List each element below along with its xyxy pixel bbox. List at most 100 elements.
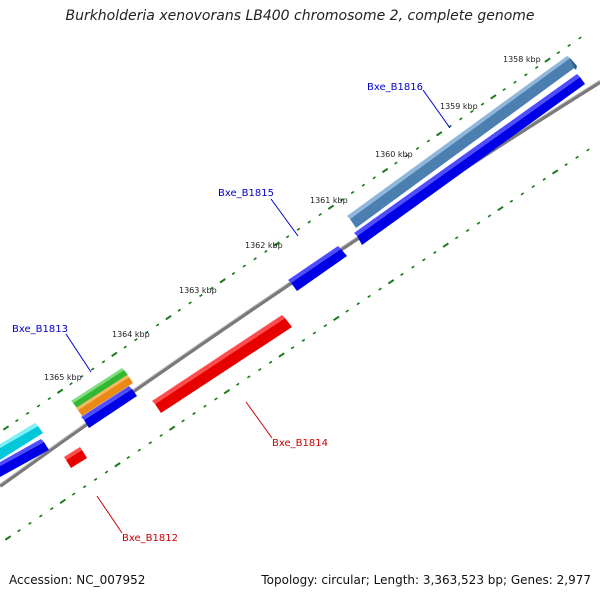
inner-tick-31 — [345, 309, 350, 313]
inner-tick-43 — [476, 221, 481, 225]
leader-bxe-b1812 — [96, 495, 123, 534]
outer-tick-18 — [199, 293, 203, 298]
leader-bxe-b1815 — [270, 198, 299, 237]
inner-tick-17 — [192, 412, 196, 416]
inner-tick-30 — [333, 315, 340, 322]
map-title: Burkholderia xenovorans LB400 chromosome… — [65, 8, 535, 24]
outer-tick-23 — [253, 257, 257, 261]
outer-tick-31 — [339, 198, 344, 202]
accession-text: Accession: NC_007952 — [9, 573, 146, 587]
label-leaders — [65, 89, 451, 534]
outer-tick-50 — [544, 57, 551, 63]
gene-bar-bxe-b1813-green[interactable] — [71, 368, 128, 408]
outer-tick-32 — [350, 190, 355, 195]
outer-tick-38 — [415, 146, 420, 150]
outer-tick-45 — [490, 94, 497, 100]
topology-text: Topology: circular; Length: 3,363,523 bp… — [261, 573, 591, 587]
gene-bar-bxe-b1813[interactable] — [81, 386, 137, 428]
outer-tick-46 — [502, 87, 506, 92]
gene-bar-blue-partial[interactable] — [0, 439, 49, 477]
outer-tick-42 — [459, 117, 463, 121]
inner-tick-28 — [312, 331, 317, 335]
inner-tick-14 — [159, 433, 163, 438]
gene-bar-cyan-partial[interactable] — [0, 423, 43, 460]
gene-bar-bxe-b1814[interactable] — [152, 315, 292, 413]
gene-bar-bxe-b1813-orange[interactable] — [76, 375, 133, 416]
gene-label-bxe-b1813[interactable]: Bxe_B1813 — [12, 324, 68, 335]
inner-tick-5 — [59, 498, 66, 505]
gene-labels: Bxe_B1816 Bxe_B1815 Bxe_B1813 Bxe_B1814 … — [12, 82, 423, 544]
outer-tick-8 — [90, 367, 95, 371]
inner-tick-48 — [531, 185, 536, 189]
inner-tick-35 — [387, 279, 395, 285]
outer-tick-52 — [567, 43, 571, 47]
outer-tick-17 — [188, 301, 192, 305]
inner-tick-25 — [278, 352, 285, 358]
inner-tick-4 — [49, 507, 54, 511]
outer-tick-5 — [56, 388, 64, 394]
inner-tick-39 — [433, 250, 437, 255]
inner-tick-11 — [126, 455, 131, 460]
outer-tick-51 — [556, 51, 561, 55]
inner-tick-3 — [39, 514, 43, 518]
kbp-label-1365: 1365 kbp — [44, 373, 82, 382]
kbp-label-1361: 1361 kbp — [310, 196, 348, 205]
outer-tick-53 — [578, 36, 582, 40]
inner-tick-19 — [214, 397, 218, 401]
outer-tick-24 — [264, 249, 268, 253]
inner-tick-18 — [203, 404, 207, 408]
outer-tick-15 — [165, 314, 172, 321]
kbp-label-1359: 1359 kbp — [440, 102, 478, 111]
outer-tick-40 — [436, 131, 443, 137]
kbp-label-1364: 1364 kbp — [112, 330, 150, 339]
inner-tick-52 — [575, 155, 579, 159]
inner-tick-41 — [454, 236, 459, 240]
gene-label-bxe-b1815[interactable]: Bxe_B1815 — [218, 188, 274, 199]
gene-bar-bxe-b1812[interactable] — [64, 447, 87, 468]
outer-tick-21 — [231, 271, 236, 276]
outer-tick-33 — [361, 183, 366, 187]
outer-tick-12 — [134, 338, 138, 342]
inner-tick-32 — [356, 302, 360, 306]
outer-tick-36 — [394, 161, 398, 165]
outer-tick-3 — [36, 404, 41, 408]
gene-bar-bxe-b1816-top[interactable] — [347, 56, 577, 228]
outer-tick-47 — [513, 80, 517, 84]
outer-tick-6 — [69, 382, 73, 386]
outer-tick-25 — [273, 241, 280, 247]
gene-label-bxe-b1814[interactable]: Bxe_B1814 — [272, 438, 328, 449]
inner-tick-15 — [168, 425, 176, 431]
inner-tick-51 — [564, 163, 568, 167]
outer-tick-22 — [242, 264, 247, 268]
outer-tick-13 — [145, 330, 149, 334]
inner-tick-6 — [71, 492, 76, 496]
outer-tick-0 — [2, 425, 10, 431]
leader-bxe-b1814 — [245, 401, 273, 439]
inner-tick-29 — [323, 324, 328, 328]
inner-tick-53 — [586, 148, 590, 152]
gene-bar-bxe-b1816[interactable] — [354, 74, 585, 245]
outer-tick-7 — [80, 374, 84, 379]
outer-tick-43 — [469, 110, 474, 114]
inner-tick-12 — [137, 448, 142, 452]
outer-tick-34 — [372, 176, 376, 180]
inner-tick-21 — [236, 382, 240, 386]
gene-label-bxe-b1812[interactable]: Bxe_B1812 — [122, 533, 178, 544]
gene-bar-bxe-b1815[interactable] — [288, 246, 347, 291]
outer-tick-20 — [219, 278, 226, 284]
inner-tick-38 — [422, 258, 426, 262]
outer-tick-16 — [177, 308, 182, 312]
outer-tick-11 — [123, 345, 127, 349]
inner-tick-50 — [551, 169, 559, 175]
gene-label-bxe-b1816[interactable]: Bxe_B1816 — [367, 82, 423, 93]
inner-tick-20 — [223, 388, 231, 395]
inner-tick-44 — [487, 214, 492, 218]
inner-tick-36 — [400, 272, 404, 276]
kbp-label-1362: 1362 kbp — [245, 241, 283, 250]
inner-tick-10 — [114, 462, 121, 468]
outer-tick-2 — [25, 411, 30, 415]
inner-tick-33 — [367, 294, 371, 298]
outer-tick-26 — [285, 235, 290, 239]
kbp-labels: 1358 kbp 1359 kbp 1360 kbp 1361 kbp 1362… — [44, 55, 541, 382]
